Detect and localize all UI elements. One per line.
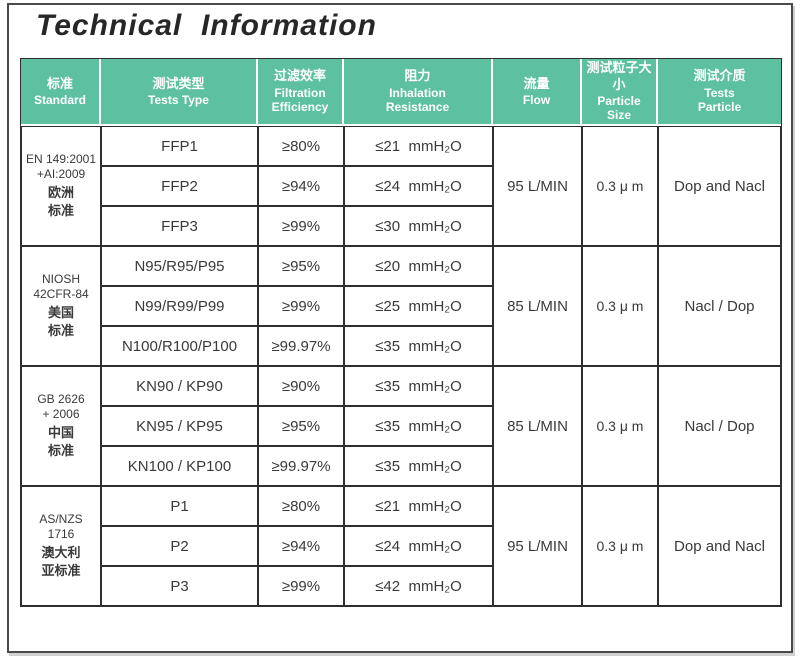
header-tests-particle: 测试介质 Tests Particle xyxy=(658,59,781,126)
standard-name-zh: 中国 标准 xyxy=(47,425,74,458)
test-type-cell: KN100 / KP100 xyxy=(101,446,258,486)
standard-code: EN 149:2001 +AI:2009 xyxy=(25,152,97,182)
particle-size-cell: 0.3 μ m xyxy=(582,486,658,606)
standard-name-zh: 美国 标准 xyxy=(47,305,74,338)
resistance-cell: ≤21 mmH₂O xyxy=(344,486,493,526)
flow-cell: 95 L/MIN xyxy=(493,126,582,246)
standard-cell: NIOSH 42CFR-84 美国 标准 xyxy=(21,246,101,366)
header-flow-en: Flow xyxy=(522,92,551,107)
resistance-cell: ≤42 mmH₂O xyxy=(344,566,493,606)
header-standard: 标准 Standard xyxy=(21,59,101,126)
efficiency-cell: ≥99% xyxy=(258,566,344,606)
resistance-cell: ≤24 mmH₂O xyxy=(344,166,493,206)
test-particle-cell: Nacl / Dop xyxy=(658,366,781,486)
table-row: AS/NZS 1716 澳大利 亚标准 P1 ≥80% ≤21 mmH₂O 95… xyxy=(21,486,781,606)
resistance-cell: ≤21 mmH₂O xyxy=(344,126,493,166)
efficiency-cell: ≥95% xyxy=(258,406,344,446)
efficiency-cell: ≥80% xyxy=(258,486,344,526)
flow-cell: 85 L/MIN xyxy=(493,246,582,366)
resistance-cell: ≤25 mmH₂O xyxy=(344,286,493,326)
table-row: P2 ≥94% ≤24 mmH₂O xyxy=(21,526,781,566)
test-type-cell: FFP2 xyxy=(101,166,258,206)
test-type-cell: FFP1 xyxy=(101,126,258,166)
header-particle-size: 测试粒子大小 Particle Size xyxy=(582,59,658,126)
efficiency-cell: ≥99.97% xyxy=(258,446,344,486)
flow-cell: 95 L/MIN xyxy=(493,486,582,606)
header-row: 标准 Standard 测试类型 Tests Type 过滤效率 Filtrat… xyxy=(21,59,781,126)
test-type-cell: P2 xyxy=(101,526,258,566)
efficiency-cell: ≥80% xyxy=(258,126,344,166)
test-type-cell: KN95 / KP95 xyxy=(101,406,258,446)
test-particle-cell: Dop and Nacl xyxy=(658,126,781,246)
header-filtration-efficiency-zh: 过滤效率 xyxy=(273,68,326,84)
test-type-cell: P1 xyxy=(101,486,258,526)
resistance-cell: ≤35 mmH₂O xyxy=(344,366,493,406)
standard-code: NIOSH 42CFR-84 xyxy=(33,272,89,302)
resistance-cell: ≤20 mmH₂O xyxy=(344,246,493,286)
test-type-cell: P3 xyxy=(101,566,258,606)
test-type-cell: KN90 / KP90 xyxy=(101,366,258,406)
resistance-cell: ≤24 mmH₂O xyxy=(344,526,493,566)
table-row: FFP2 ≥94% ≤24 mmH₂O xyxy=(21,166,781,206)
particle-size-cell: 0.3 μ m xyxy=(582,126,658,246)
test-particle-cell: Dop and Nacl xyxy=(658,486,781,606)
header-tests-type-en: Tests Type xyxy=(148,92,209,107)
standard-name-zh: 欧洲 标准 xyxy=(47,185,74,218)
header-flow-zh: 流量 xyxy=(523,75,550,91)
standard-code: AS/NZS 1716 xyxy=(39,512,83,542)
particle-size-cell: 0.3 μ m xyxy=(582,366,658,486)
efficiency-cell: ≥94% xyxy=(258,526,344,566)
table-row: EN 149:2001 +AI:2009 欧洲 标准 FFP1 ≥80% ≤21… xyxy=(21,126,781,246)
header-inhalation-resistance-en: Inhalation Resistance xyxy=(385,85,450,115)
efficiency-cell: ≥99% xyxy=(258,206,344,246)
header-particle-size-en: Particle Size xyxy=(597,93,641,123)
table-row: GB 2626 + 2006 中国 标准 KN90 / KP90 ≥90% ≤3… xyxy=(21,366,781,486)
standard-cell: AS/NZS 1716 澳大利 亚标准 xyxy=(21,486,101,606)
header-standard-en: Standard xyxy=(33,92,86,107)
test-particle-cell: Nacl / Dop xyxy=(658,246,781,366)
header-filtration-efficiency: 过滤效率 Filtration Efficiency xyxy=(258,59,344,126)
header-particle-size-zh: 测试粒子大小 xyxy=(586,60,652,92)
efficiency-cell: ≥99.97% xyxy=(258,326,344,366)
table-row: N100/R100/P100 ≥99.97% ≤35 mmH₂O xyxy=(21,326,781,366)
efficiency-cell: ≥99% xyxy=(258,286,344,326)
header-flow: 流量 Flow xyxy=(493,59,582,126)
efficiency-cell: ≥90% xyxy=(258,366,344,406)
table-row: NIOSH 42CFR-84 美国 标准 N95/R95/P95 ≥95% ≤2… xyxy=(21,246,781,366)
standard-cell: GB 2626 + 2006 中国 标准 xyxy=(21,366,101,486)
header-standard-zh: 标准 xyxy=(46,75,73,91)
table-row: FFP3 ≥99% ≤30 mmH₂O xyxy=(21,206,781,246)
header-inhalation-resistance-zh: 阻力 xyxy=(404,68,431,84)
test-type-cell: N100/R100/P100 xyxy=(101,326,258,366)
table-row: P3 ≥99% ≤42 mmH₂O xyxy=(21,566,781,606)
resistance-cell: ≤35 mmH₂O xyxy=(344,446,493,486)
page-title: Technical Information xyxy=(36,9,377,42)
table-row: KN95 / KP95 ≥95% ≤35 mmH₂O xyxy=(21,406,781,446)
resistance-cell: ≤35 mmH₂O xyxy=(344,406,493,446)
flow-cell: 85 L/MIN xyxy=(493,366,582,486)
test-type-cell: N99/R99/P99 xyxy=(101,286,258,326)
efficiency-cell: ≥95% xyxy=(258,246,344,286)
table-row: N99/R99/P99 ≥99% ≤25 mmH₂O xyxy=(21,286,781,326)
efficiency-cell: ≥94% xyxy=(258,166,344,206)
header-tests-type-zh: 测试类型 xyxy=(152,75,205,91)
resistance-cell: ≤35 mmH₂O xyxy=(344,326,493,366)
technical-information-table: 标准 Standard 测试类型 Tests Type 过滤效率 Filtrat… xyxy=(20,58,782,607)
test-type-cell: N95/R95/P95 xyxy=(101,246,258,286)
header-tests-particle-zh: 测试介质 xyxy=(693,68,746,84)
standard-cell: EN 149:2001 +AI:2009 欧洲 标准 xyxy=(21,126,101,246)
header-tests-particle-en: Tests Particle xyxy=(697,85,742,115)
standard-code: GB 2626 + 2006 xyxy=(37,392,85,422)
standard-name-zh: 澳大利 亚标准 xyxy=(41,545,81,578)
particle-size-cell: 0.3 μ m xyxy=(582,246,658,366)
resistance-cell: ≤30 mmH₂O xyxy=(344,206,493,246)
table-row: KN100 / KP100 ≥99.97% ≤35 mmH₂O xyxy=(21,446,781,486)
test-type-cell: FFP3 xyxy=(101,206,258,246)
header-tests-type: 测试类型 Tests Type xyxy=(101,59,258,126)
header-inhalation-resistance: 阻力 Inhalation Resistance xyxy=(344,59,493,126)
header-filtration-efficiency-en: Filtration Efficiency xyxy=(271,85,329,115)
